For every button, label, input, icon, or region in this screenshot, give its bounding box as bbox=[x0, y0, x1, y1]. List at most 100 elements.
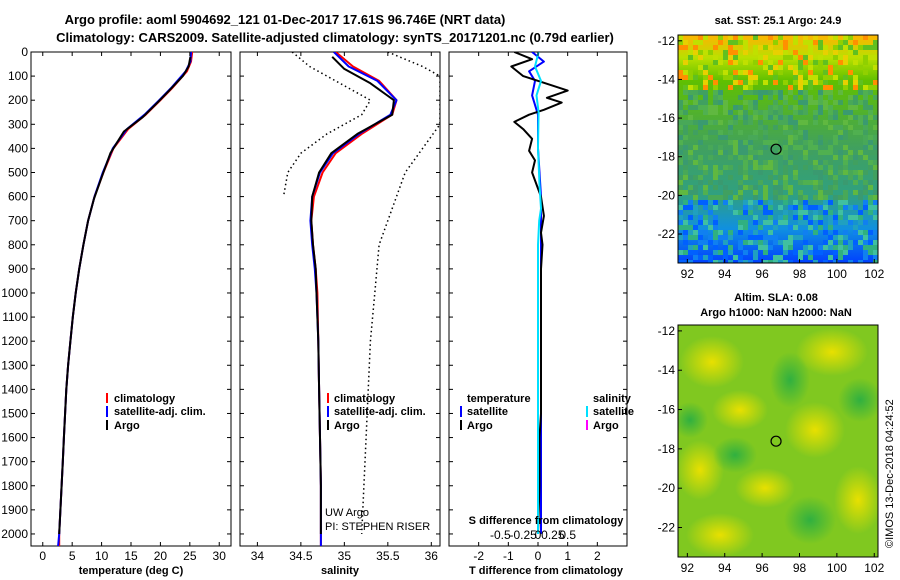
sst-pixel bbox=[733, 255, 738, 260]
sst-pixel bbox=[863, 205, 868, 210]
sst-pixel bbox=[703, 170, 708, 175]
sst-pixel bbox=[848, 100, 853, 105]
sst-pixel bbox=[803, 120, 808, 125]
sst-pixel bbox=[738, 140, 743, 145]
sst-pixel bbox=[718, 100, 723, 105]
sst-pixel bbox=[773, 155, 778, 160]
sst-pixel bbox=[763, 245, 768, 250]
sst-pixel bbox=[763, 65, 768, 70]
sst-pixel bbox=[813, 75, 818, 80]
sst-pixel bbox=[813, 210, 818, 215]
sst-pixel bbox=[763, 135, 768, 140]
sst-pixel bbox=[763, 160, 768, 165]
sst-pixel bbox=[773, 80, 778, 85]
sst-pixel bbox=[733, 40, 738, 45]
sst-pixel bbox=[743, 150, 748, 155]
sst-pixel bbox=[858, 210, 863, 215]
sst-map-frame bbox=[677, 34, 879, 264]
sst-pixel bbox=[768, 230, 773, 235]
sst-pixel bbox=[708, 155, 713, 160]
sst-pixel bbox=[868, 250, 873, 255]
sst-pixel bbox=[678, 100, 683, 105]
sst-pixel bbox=[698, 70, 703, 75]
sst-pixel bbox=[768, 140, 773, 145]
sst-pixel bbox=[818, 170, 823, 175]
sst-pixel bbox=[758, 110, 763, 115]
sst-pixel bbox=[813, 115, 818, 120]
map-y-tick-label: -12 bbox=[658, 34, 676, 48]
sst-pixel bbox=[758, 240, 763, 245]
sla-blob bbox=[785, 402, 845, 458]
sst-pixel bbox=[843, 85, 848, 90]
sst-pixel bbox=[723, 55, 728, 60]
sst-pixel bbox=[783, 150, 788, 155]
sst-pixel bbox=[748, 145, 753, 150]
sst-pixel bbox=[688, 225, 693, 230]
sst-pixel bbox=[813, 100, 818, 105]
sst-pixel bbox=[803, 200, 808, 205]
sst-pixel bbox=[788, 225, 793, 230]
sst-pixel bbox=[783, 130, 788, 135]
sst-pixel bbox=[863, 70, 868, 75]
sst-pixel bbox=[723, 240, 728, 245]
sst-pixel bbox=[688, 115, 693, 120]
sst-pixel bbox=[708, 105, 713, 110]
sst-pixel bbox=[863, 170, 868, 175]
sst-pixel bbox=[693, 250, 698, 255]
sst-pixel bbox=[738, 155, 743, 160]
sst-pixel bbox=[753, 190, 758, 195]
sst-pixel bbox=[698, 235, 703, 240]
sst-pixel bbox=[813, 195, 818, 200]
sst-pixel bbox=[683, 135, 688, 140]
sst-pixel bbox=[818, 45, 823, 50]
sst-pixel bbox=[698, 245, 703, 250]
sst-pixel bbox=[858, 45, 863, 50]
sst-pixel bbox=[753, 60, 758, 65]
sst-pixel bbox=[763, 205, 768, 210]
sst-pixel bbox=[703, 205, 708, 210]
sst-pixel bbox=[728, 245, 733, 250]
sst-pixel bbox=[748, 175, 753, 180]
sst-pixel bbox=[748, 155, 753, 160]
sst-pixel bbox=[763, 55, 768, 60]
s-diff-tick-label: -0.25 bbox=[509, 528, 537, 542]
x-tick-label: 36 bbox=[425, 549, 439, 563]
sst-pixel bbox=[683, 165, 688, 170]
sst-pixel bbox=[713, 145, 718, 150]
sst-pixel bbox=[748, 150, 753, 155]
sst-pixel bbox=[833, 110, 838, 115]
sst-pixel bbox=[733, 150, 738, 155]
sst-pixel bbox=[823, 170, 828, 175]
sst-pixel bbox=[758, 125, 763, 130]
sst-pixel bbox=[753, 255, 758, 260]
sst-pixel bbox=[773, 160, 778, 165]
sst-pixel bbox=[758, 200, 763, 205]
sst-pixel bbox=[853, 150, 858, 155]
sst-pixel bbox=[808, 220, 813, 225]
sst-pixel bbox=[718, 40, 723, 45]
sst-pixel bbox=[873, 40, 878, 45]
sst-pixel bbox=[863, 180, 868, 185]
sst-pixel bbox=[818, 145, 823, 150]
sst-pixel bbox=[818, 175, 823, 180]
sst-pixel bbox=[838, 220, 843, 225]
legend-label-satellite: satellite-adj. clim. bbox=[114, 406, 206, 418]
sst-pixel bbox=[803, 240, 808, 245]
sst-pixel bbox=[728, 230, 733, 235]
sst-pixel bbox=[768, 110, 773, 115]
sst-pixel bbox=[813, 165, 818, 170]
sst-pixel bbox=[678, 180, 683, 185]
credit: ©IMOS 13-Dec-2018 04:24:52 bbox=[884, 399, 896, 548]
sst-pixel bbox=[793, 125, 798, 130]
sst-pixel bbox=[778, 60, 783, 65]
sst-pixel bbox=[838, 200, 843, 205]
argo-location-marker bbox=[770, 143, 782, 155]
sst-pixel bbox=[783, 45, 788, 50]
sst-pixel bbox=[788, 190, 793, 195]
sst-pixel bbox=[793, 215, 798, 220]
sst-pixel bbox=[763, 115, 768, 120]
sst-pixel bbox=[748, 105, 753, 110]
sst-pixel bbox=[838, 60, 843, 65]
legend-title-salinity: salinity bbox=[593, 393, 632, 405]
sst-pixel bbox=[848, 35, 853, 40]
